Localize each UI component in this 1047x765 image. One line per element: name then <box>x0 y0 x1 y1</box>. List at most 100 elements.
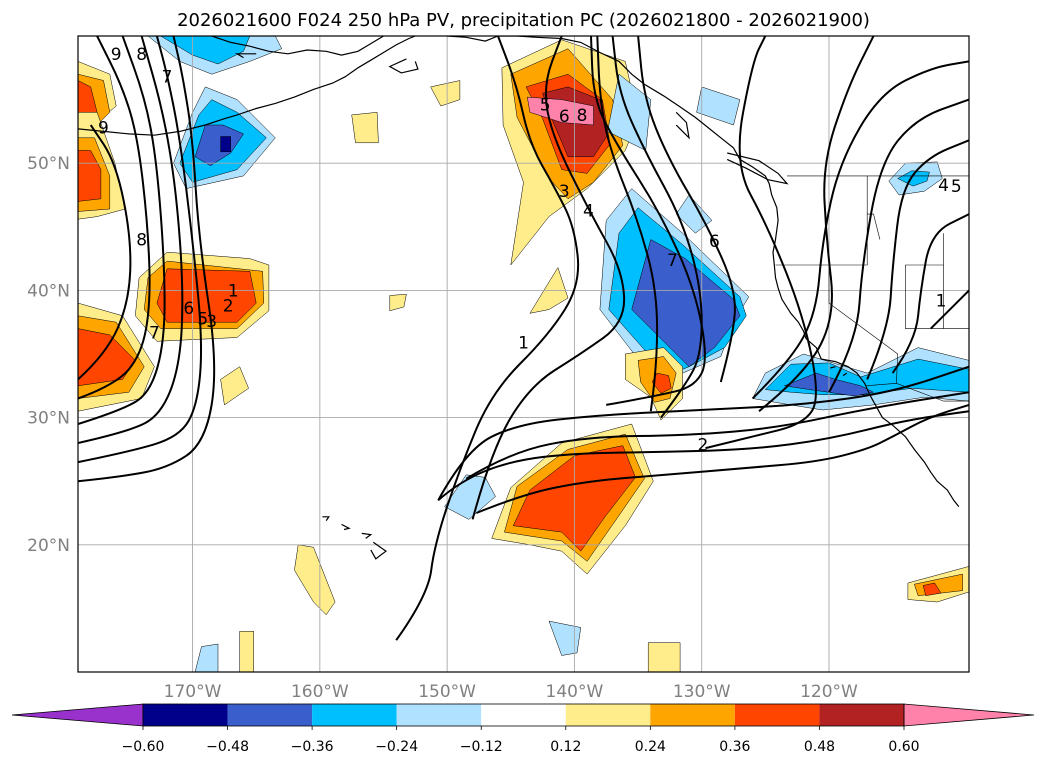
pv-contour-11 <box>471 36 626 520</box>
pv-contour-22 <box>596 36 659 412</box>
chart-title: 2026021600 F024 250 hPa PV, precipitatio… <box>177 10 870 31</box>
colorbar-segment <box>481 704 566 726</box>
pv-contour-13 <box>705 36 817 450</box>
coastline-segment <box>370 541 388 560</box>
coastline-segment <box>234 53 257 59</box>
coastline-segment <box>211 36 384 56</box>
pv-contour-19 <box>930 289 969 330</box>
pv-contour-label: 7 <box>667 251 678 271</box>
pv-contour-0 <box>78 36 216 483</box>
colorbar-tick-label: 0.36 <box>719 739 750 755</box>
precip-fill-46 <box>647 642 681 672</box>
pv-contour-label: 1 <box>228 281 239 301</box>
pv-contour-2 <box>78 36 184 444</box>
latitude-tick-labels: 20°N 30°N 40°N 50°N <box>27 154 70 556</box>
lon-tick-label: 130°W <box>673 682 731 702</box>
precip-fill-4 <box>526 96 594 126</box>
pv-contour-label: 1 <box>936 292 947 312</box>
colorbar-extend-low <box>11 703 144 727</box>
pv-contour-18 <box>891 213 969 374</box>
pv-contour-label: 5 <box>540 96 551 116</box>
coastline-segment <box>830 366 836 369</box>
precip-fill-26 <box>220 136 231 153</box>
coastline-segment <box>726 152 789 185</box>
lat-tick-label: 30°N <box>27 409 70 429</box>
pv-contour-7 <box>465 391 969 480</box>
precip-fill-43 <box>430 80 461 107</box>
pv-contour-label: 4 <box>938 176 949 196</box>
precip-fill-28 <box>160 36 251 65</box>
pv-contour-label: 1 <box>518 334 529 354</box>
pv-contour-label: 6 <box>709 232 720 252</box>
colorbar-outline <box>142 703 905 727</box>
pv-contour-label: 7 <box>162 68 173 88</box>
pv-contour-label: 6 <box>559 107 570 127</box>
coastline-segment <box>78 36 416 136</box>
colorbar-tick-label: 0.12 <box>550 739 581 755</box>
precip-fill-50 <box>194 643 219 672</box>
lat-tick-label: 50°N <box>27 154 70 174</box>
colorbar-tick-label: −0.12 <box>460 739 503 755</box>
pv-contour-label: 9 <box>111 45 122 65</box>
border-segment <box>867 213 881 240</box>
colorbar: −0.60 −0.48 −0.36 −0.24 −0.12 0.12 0.24 0.36 0.4… <box>11 703 1035 755</box>
pv-contour-21 <box>611 36 703 419</box>
pv-contour-15 <box>751 60 969 400</box>
coastline-segment <box>842 372 848 377</box>
precip-fill-44 <box>351 112 379 144</box>
coastlines <box>78 36 969 560</box>
pv-contour-label: 8 <box>577 106 588 126</box>
pv-contour-9 <box>395 36 580 641</box>
coastline-segment <box>322 516 330 521</box>
pv-contours <box>78 36 969 641</box>
lon-tick-label: 120°W <box>800 682 858 702</box>
pv-contour-1 <box>78 36 203 464</box>
pv-contour-label: 7 <box>149 323 160 343</box>
colorbar-segment <box>565 704 651 726</box>
precip-fill-10 <box>631 239 741 368</box>
pv-contour-10 <box>476 403 969 514</box>
pv-contour-label: 4 <box>583 201 594 221</box>
colorbar-segment <box>312 704 397 726</box>
lon-tick-label: 160°W <box>291 682 349 702</box>
precip-fill-33 <box>897 170 930 187</box>
lat-tick-label: 40°N <box>27 281 70 301</box>
precip-fill-51 <box>675 194 713 234</box>
colorbar-tick-label: 0.60 <box>888 739 919 755</box>
pv-contour-5 <box>78 124 132 381</box>
pv-contour-label: 5 <box>197 309 208 329</box>
coastline-segment <box>341 523 351 531</box>
colorbar-extend-high <box>903 703 1035 727</box>
pv-contour-label: 2 <box>698 435 709 455</box>
colorbar-segment <box>650 704 735 726</box>
coastline-segment <box>361 532 373 539</box>
pv-contour-3 <box>78 36 166 425</box>
coastline-segment <box>447 36 960 507</box>
coastline-segment <box>675 111 690 140</box>
colorbar-segment <box>396 704 482 726</box>
lon-tick-label: 170°W <box>164 682 222 702</box>
pv-contour-label: 9 <box>98 119 109 139</box>
pv-contour-label: 3 <box>559 182 570 202</box>
pv-contour-16 <box>828 98 969 393</box>
precip-fill-53 <box>696 86 741 126</box>
map-frame <box>77 35 970 673</box>
precip-fill-47 <box>239 631 254 672</box>
pv-contour-label: 5 <box>951 177 962 197</box>
longitude-tick-labels: 170°W 160°W 150°W 140°W 130°W 120°W <box>164 682 858 702</box>
pv-contour-8 <box>437 410 969 502</box>
pv-contour-label: 6 <box>183 299 194 319</box>
border-segment <box>865 382 969 402</box>
colorbar-tick-label: −0.60 <box>122 739 165 755</box>
precip-fill-39 <box>922 582 942 596</box>
lon-tick-label: 140°W <box>546 682 604 702</box>
colorbar-tick-label: 0.24 <box>635 739 666 755</box>
precipitation-fills <box>78 36 969 672</box>
pv-contour-17 <box>866 139 969 380</box>
pv-contour-label: 8 <box>136 231 147 251</box>
lon-tick-label: 150°W <box>418 682 476 702</box>
pv-contour-label: 8 <box>136 45 147 65</box>
colorbar-tick-label: −0.48 <box>206 739 249 755</box>
colorbar-segment <box>734 704 820 726</box>
